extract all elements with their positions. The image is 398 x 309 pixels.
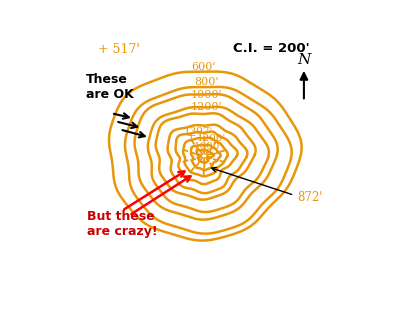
Text: 872': 872' (297, 191, 323, 204)
Text: 1397': 1397' (183, 127, 213, 136)
Text: 1200': 1200' (191, 102, 222, 112)
Text: But these
are crazy!: But these are crazy! (88, 210, 158, 238)
Text: 1000': 1000' (194, 142, 223, 151)
Text: N: N (297, 53, 310, 67)
Text: These
are OK: These are OK (86, 73, 134, 101)
Text: + 517': + 517' (98, 43, 140, 56)
Text: 800': 800' (194, 77, 219, 87)
Text: 1200': 1200' (197, 134, 226, 143)
Text: 600': 600' (192, 62, 216, 72)
Text: 1000': 1000' (191, 90, 222, 100)
Text: +: + (185, 130, 196, 143)
Text: C.I. = 200': C.I. = 200' (232, 42, 309, 56)
